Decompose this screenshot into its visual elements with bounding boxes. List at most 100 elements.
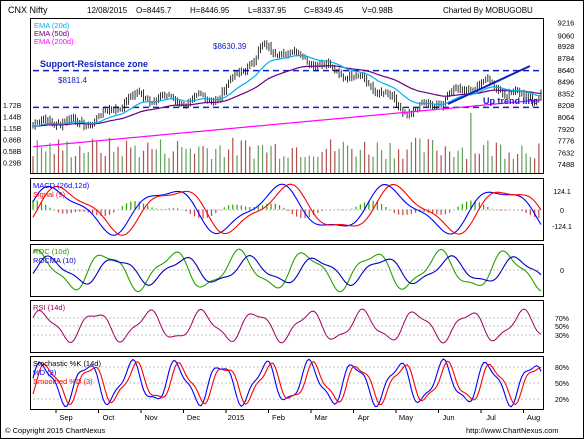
histogram-bar	[185, 209, 187, 212]
volume-bar	[474, 153, 476, 173]
histogram-bar	[402, 209, 404, 216]
volume-bar	[325, 148, 327, 173]
price-series	[32, 40, 542, 148]
histogram-bar	[45, 204, 47, 210]
volume-bar	[83, 152, 85, 173]
volume-bar	[287, 157, 289, 173]
volume-bar	[304, 157, 306, 173]
histogram-bar	[261, 205, 264, 210]
x-axis-label: May	[399, 413, 413, 422]
price-y-tick: 8640	[558, 66, 575, 75]
volume-bar	[49, 142, 51, 173]
volume-bar	[253, 158, 255, 173]
volume-bar	[53, 153, 55, 173]
volume-bar	[278, 158, 281, 173]
histogram-bar	[36, 200, 38, 210]
volume-y-tick: 1.44B	[3, 115, 22, 122]
histogram-bar	[176, 208, 179, 210]
histogram-bar	[436, 209, 438, 215]
volume-bar	[444, 146, 446, 173]
volume-bar	[495, 142, 497, 173]
header-symbol: CNX Nifty	[8, 5, 48, 15]
legend-signal: Signal (9)	[33, 190, 66, 199]
histogram-bar	[495, 209, 497, 211]
price-y-tick: 8496	[558, 78, 575, 87]
histogram-bar	[236, 204, 238, 210]
price-panel-frame	[30, 18, 544, 174]
volume-bar	[108, 137, 111, 173]
volume-bar	[300, 157, 302, 173]
price-y-tick: 7632	[558, 148, 575, 157]
ema20-line	[32, 54, 542, 127]
volume-bar	[419, 138, 421, 173]
histogram-bar	[74, 209, 77, 213]
indicator-y-tick: 50%	[555, 381, 569, 388]
histogram-bar	[529, 209, 531, 216]
volume-bar	[385, 158, 387, 173]
histogram-bar	[79, 209, 81, 212]
legend-ema20: EMA (20d)	[34, 21, 70, 30]
footer-url: http://www.ChartNexus.com	[466, 426, 559, 435]
histogram-bar	[227, 205, 230, 210]
macd-y-tick: -124.1	[552, 224, 572, 231]
volume-bar	[244, 140, 247, 173]
volume-bar	[321, 152, 323, 173]
volume-bar	[266, 152, 268, 173]
histogram-bar	[130, 201, 132, 210]
x-axis-label: Sep	[59, 413, 72, 422]
volume-bar	[45, 151, 47, 173]
histogram-bar	[147, 205, 149, 210]
x-axis-label: Jun	[442, 413, 454, 422]
histogram-bar	[49, 207, 51, 210]
histogram-bar	[525, 209, 527, 213]
price-y-tick: 8784	[558, 54, 575, 63]
legend-stoch-k: Stochastic %K (14d)	[33, 359, 101, 368]
volume-bar	[538, 143, 540, 173]
histogram-bar	[380, 204, 383, 210]
histogram-bar	[138, 201, 140, 210]
x-axis-label: Nov	[144, 413, 158, 422]
volume-bar	[215, 148, 217, 173]
price-legend-box	[32, 20, 106, 47]
volume-bar	[261, 145, 264, 173]
x-axis-label: Apr	[358, 413, 370, 422]
histogram-bar	[393, 209, 395, 213]
volume-bar	[534, 158, 536, 173]
price-legend: EMA (20d) EMA (50d) EMA (200d)	[32, 20, 106, 47]
volume-bar	[363, 141, 366, 173]
price-y-tick: 7920	[558, 125, 575, 134]
histogram-bar	[274, 203, 276, 210]
rsi-panel-frame	[30, 300, 544, 353]
volume-bar	[431, 139, 434, 173]
rsi-line	[32, 308, 542, 344]
header-high: H=8446.95	[190, 6, 230, 15]
volume-bar	[500, 144, 502, 173]
volume-y-tick: 1.72B	[3, 103, 22, 110]
volume-bar	[453, 156, 455, 173]
volume-y-tick: 0.29B	[3, 161, 22, 168]
histogram-bar	[151, 207, 153, 210]
volume-bar	[147, 142, 149, 173]
header-credit: Charted By MOBUGOBU	[443, 6, 533, 15]
volume-bar	[32, 156, 34, 173]
volume-bar	[512, 158, 514, 173]
volume-bar	[466, 158, 468, 173]
volume-bar	[36, 140, 38, 173]
ema200-line	[32, 99, 542, 148]
volume-bar	[40, 147, 43, 173]
volume-bar	[355, 156, 357, 173]
volume-bars	[32, 113, 540, 173]
histogram-bar	[440, 209, 442, 215]
price-y-tick: 7776	[558, 137, 575, 146]
histogram-bar	[142, 203, 145, 210]
volume-bar	[79, 146, 81, 173]
volume-bar	[91, 138, 94, 173]
histogram-bar	[487, 206, 489, 210]
histogram-bar	[410, 209, 412, 214]
volume-bar	[155, 149, 157, 173]
histogram-bar	[423, 209, 425, 212]
x-axis-label: Dec	[187, 413, 201, 422]
volume-bar	[62, 150, 64, 173]
volume-bar	[142, 150, 145, 173]
